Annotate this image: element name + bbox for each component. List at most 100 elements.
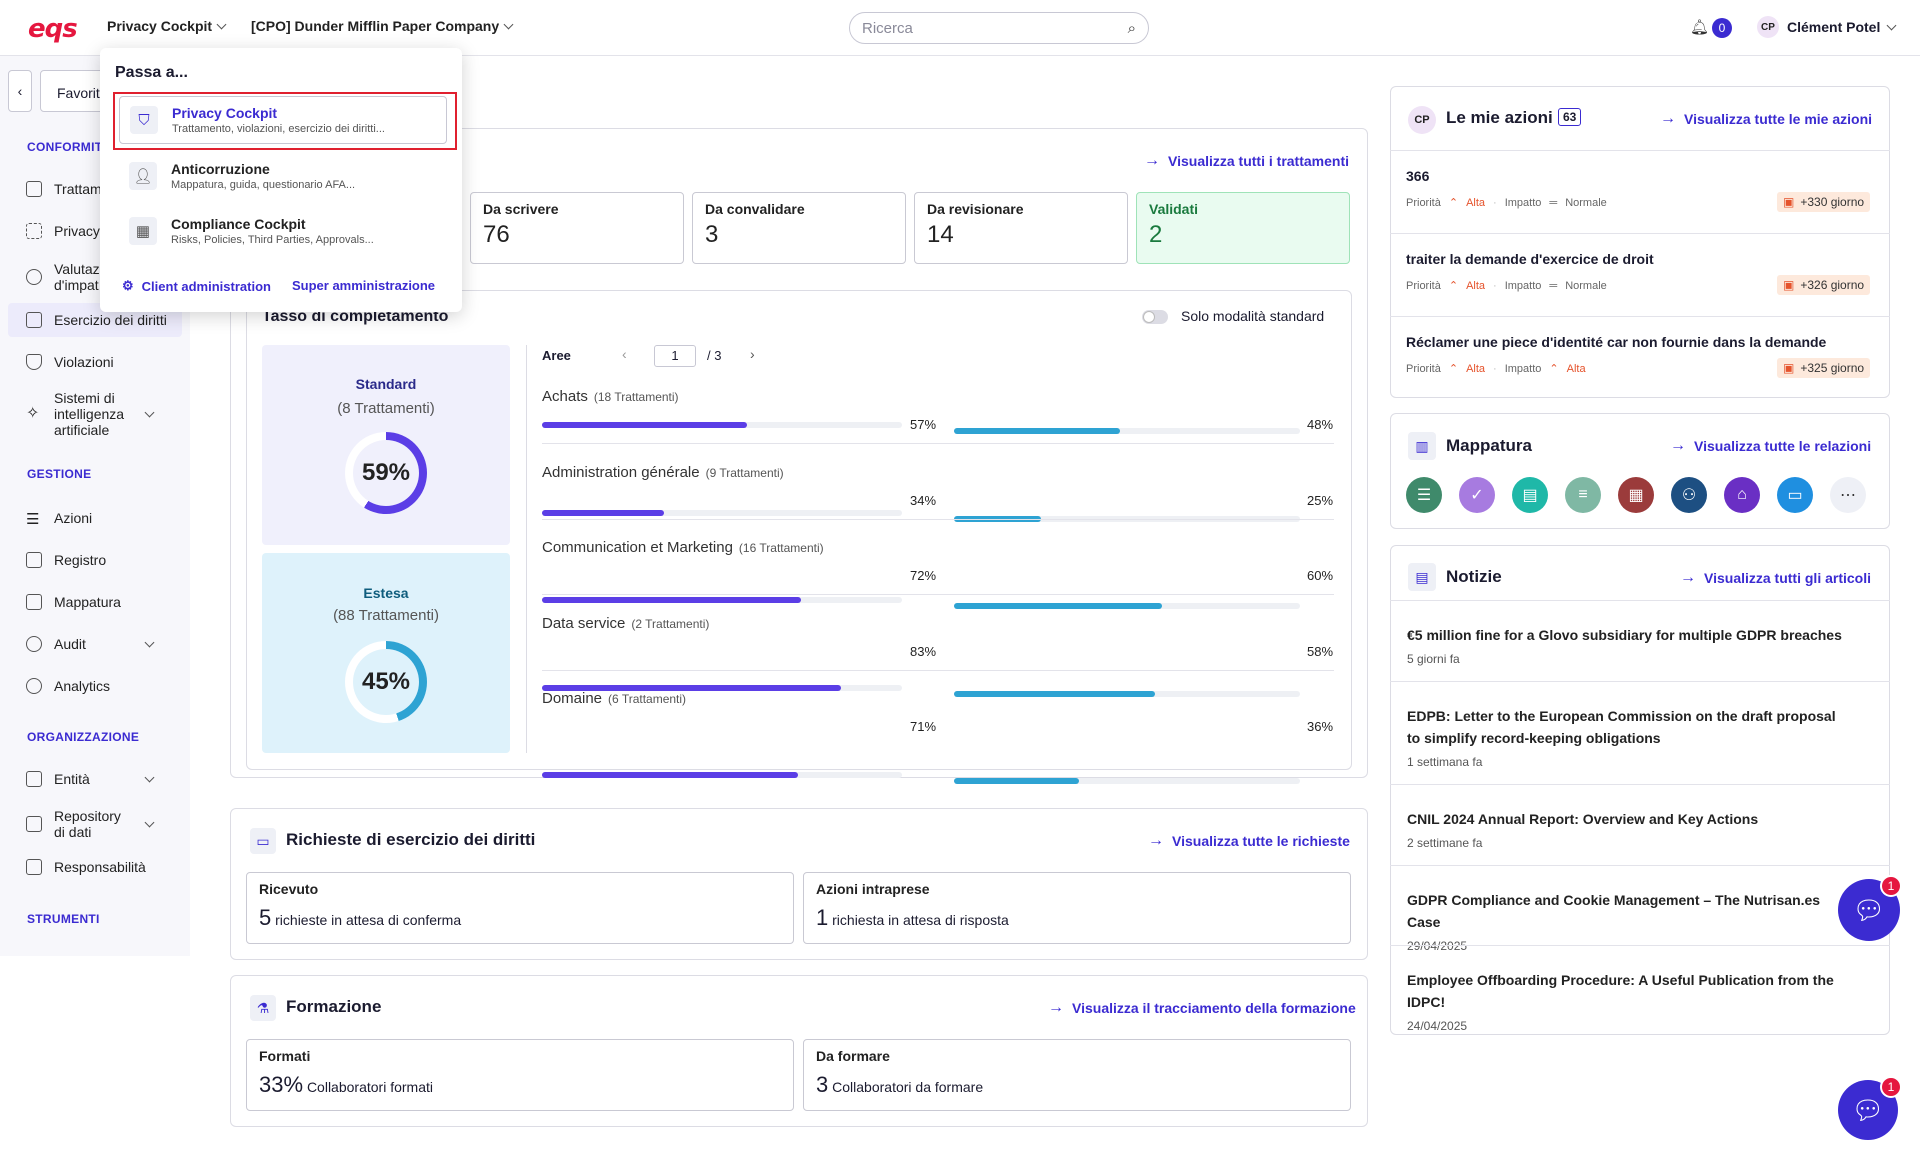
app-selector[interactable]: Privacy Cockpit — [107, 18, 227, 34]
view-relazioni-link[interactable]: → Visualizza tutte le relazioni — [1670, 437, 1871, 455]
dropdown-item-privacy-cockpit[interactable]: ⛉ Privacy Cockpit Trattamento, violazioni,… — [119, 96, 447, 144]
top-header: eqs Privacy Cockpit [CPO] Dunder Mifflin… — [0, 0, 1920, 56]
database-icon[interactable]: ≡ — [1565, 477, 1601, 513]
dropdown-item-compliance-cockpit[interactable]: ▦ Compliance Cockpit Risks, Policies, Thir… — [119, 207, 449, 255]
company-selector[interactable]: [CPO] Dunder Mifflin Paper Company — [251, 18, 514, 34]
areas-label: Aree — [542, 348, 571, 363]
area-label: Communication et Marketing — [542, 539, 733, 556]
view-articoli-link[interactable]: → Visualizza tutti gli articoli — [1680, 569, 1871, 587]
view-all-azioni-link[interactable]: → Visualizza tutte le mie azioni — [1660, 110, 1872, 128]
divider — [1390, 150, 1890, 151]
sidebar-item-registro[interactable]: Registro — [26, 552, 106, 568]
sidebar-item-responsabilita[interactable]: Responsabilità — [26, 859, 146, 875]
divider — [1390, 865, 1890, 866]
list-icon[interactable]: ☰ — [1406, 477, 1442, 513]
target-icon — [26, 269, 42, 285]
sidebar-item-audit[interactable]: Audit — [26, 636, 166, 652]
dropdown-title: Passa a... — [115, 64, 188, 81]
row-divider — [542, 518, 1334, 520]
sidebar-item-entita[interactable]: Entità — [26, 771, 166, 787]
collapse-sidebar-button[interactable]: ‹ — [8, 70, 32, 112]
people-icon[interactable]: ⚇ — [1671, 477, 1707, 513]
sidebar-item-valutazione[interactable]: Valutaz d'impat — [26, 261, 100, 293]
stat-label: Azioni intraprese — [816, 881, 930, 897]
bank-icon[interactable]: ⌂ — [1724, 477, 1760, 513]
chat-badge: 1 — [1880, 875, 1902, 897]
sidebar-item-sistemi-ia[interactable]: ✧ Sistemi di intelligenza artificiale — [26, 390, 176, 438]
due-date: +330 giorno — [1800, 195, 1865, 209]
impact-value: Alta — [1566, 362, 1586, 375]
standard-toggle[interactable] — [1142, 310, 1168, 324]
privacy-icon — [26, 223, 42, 239]
bell-icon[interactable]: 🔔︎ — [1690, 19, 1710, 36]
chat-bubble-icon: 💬︎ — [1852, 894, 1886, 925]
standard-pct: 59% — [353, 440, 419, 506]
sidebar-item-label: Responsabilità — [54, 859, 146, 875]
stat-da-revisionare[interactable]: Da revisionare 14 — [914, 192, 1128, 264]
ricevuto-stat[interactable]: Ricevuto 5 richieste in attesa di conferm… — [246, 872, 794, 944]
standard-pct: 71% — [910, 719, 937, 734]
shield-check-icon[interactable]: ✓ — [1459, 477, 1495, 513]
standard-bar — [542, 509, 902, 516]
news-entry[interactable]: CNIL 2024 Annual Report: Overview and Ke… — [1407, 808, 1847, 850]
impact-normal-icon: ═ — [1549, 196, 1558, 209]
view-all-richieste-link[interactable]: → Visualizza tutte le richieste — [1148, 832, 1350, 850]
area-row: Administration générale (9 Trattamenti) 3… — [0, 12, 1920, 522]
sidebar-item-esercizio-diritti[interactable]: Esercizio dei diritti — [26, 312, 167, 328]
document-icon[interactable]: ▤ — [1512, 477, 1548, 513]
link-label: Visualizza tutti gli articoli — [1704, 570, 1871, 586]
news-entry[interactable]: Employee Offboarding Procedure: A Useful… — [1407, 969, 1847, 1033]
arrow-right-icon: → — [1660, 110, 1676, 127]
next-page-icon[interactable]: › — [750, 346, 755, 362]
page-input[interactable]: 1 — [654, 345, 696, 367]
sidebar-item-violazioni[interactable]: Violazioni — [26, 354, 114, 370]
more-icon[interactable]: ⋯ — [1830, 477, 1866, 513]
impact-value: Normale — [1565, 279, 1607, 292]
view-formazione-link[interactable]: → Visualizza il tracciamento della formaz… — [1048, 999, 1356, 1017]
sidebar-item-mappatura[interactable]: Mappatura — [26, 594, 121, 610]
client-administration-link[interactable]: ⚙ Client administration — [122, 278, 271, 294]
prev-page-icon[interactable]: ‹ — [622, 346, 627, 362]
notizie-title: Notizie — [1446, 567, 1502, 586]
search-input[interactable]: Ricerca ⌕ — [849, 12, 1149, 44]
item-subtitle: Trattamento, violazioni, esercizio dei d… — [172, 123, 385, 135]
sidebar-item-label: Violazioni — [54, 354, 114, 370]
super-admin-link[interactable]: Super amministrazione — [292, 278, 435, 293]
formati-stat[interactable]: Formati 33% Collaboratori formati — [246, 1039, 794, 1111]
dropdown-item-anticorruzione[interactable]: 👤︎ Anticorruzione Mappatura, guida, questi… — [119, 152, 449, 200]
estesa-bar — [954, 428, 1300, 434]
stat-da-convalidare[interactable]: Da convalidare 3 — [692, 192, 906, 264]
news-entry[interactable]: EDPB: Letter to the European Commission … — [1407, 705, 1847, 769]
window-icon[interactable]: ▭ — [1777, 477, 1813, 513]
document-icon — [26, 181, 42, 197]
stat-da-scrivere[interactable]: Da scrivere 76 — [470, 192, 684, 264]
da-formare-stat[interactable]: Da formare 3 Collaboratori da formare — [803, 1039, 1351, 1111]
news-entry[interactable]: GDPR Compliance and Cookie Management – … — [1407, 889, 1847, 953]
stat-value: 3 — [816, 1072, 829, 1097]
sidebar-item-repository[interactable]: Repository di dati — [26, 808, 166, 840]
search-icon[interactable]: ⌕ — [1127, 19, 1136, 37]
row-divider — [542, 669, 1334, 671]
page-total: / 3 — [707, 348, 722, 363]
view-all-trattamenti-link[interactable]: → Visualizza tutti i trattamenti — [1144, 152, 1349, 170]
news-entry[interactable]: €5 million fine for a Glovo subsidiary f… — [1407, 624, 1847, 666]
azioni-intraprese-stat[interactable]: Azioni intraprese 1 richiesta in attesa d… — [803, 872, 1351, 944]
sidebar-item-privacy[interactable]: Privacy — [26, 223, 100, 239]
report-icon[interactable]: ▦ — [1618, 477, 1654, 513]
avatar: CP — [1408, 106, 1436, 134]
mappatura-icons: ☰ ✓ ▤ ≡ ▦ ⚇ ⌂ ▭ ⋯ — [1406, 477, 1866, 513]
divider — [1390, 784, 1890, 785]
eqs-logo[interactable]: eqs — [28, 14, 78, 44]
stat-label: Formati — [259, 1048, 311, 1064]
stat-validati[interactable]: Validati 2 — [1136, 192, 1350, 264]
sidebar-item-azioni[interactable]: ☰ Azioni — [26, 510, 92, 528]
notifications-badge: 0 — [1712, 18, 1732, 38]
sidebar-item-label: Sistemi di intelligenza artificiale — [54, 390, 125, 438]
user-menu[interactable]: CP Clément Potel — [1757, 16, 1897, 38]
completamento-title: Tasso di completamento — [262, 308, 449, 325]
map-icon — [26, 594, 42, 610]
sidebar-item-analytics[interactable]: Analytics — [26, 678, 110, 694]
standard-bar — [542, 597, 902, 603]
sidebar-item-trattamenti[interactable]: Trattam — [26, 181, 102, 197]
stat-value: 2 — [1149, 221, 1163, 248]
